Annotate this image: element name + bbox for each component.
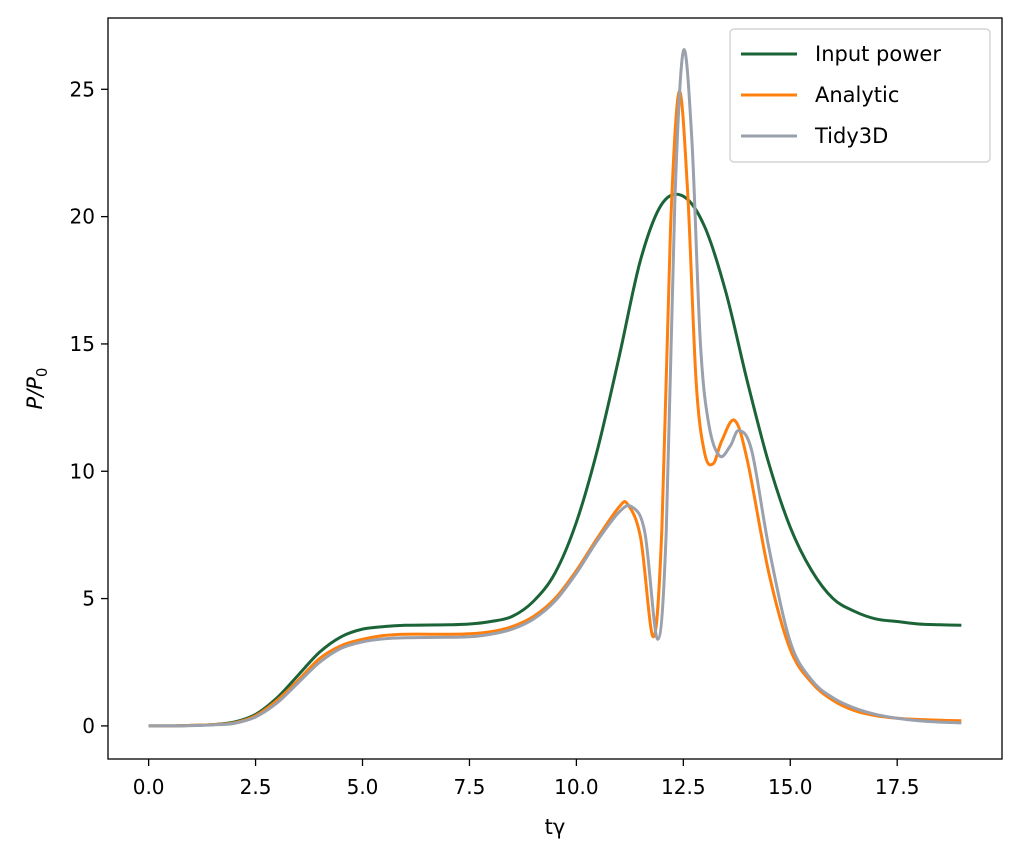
x-axis-label: tγ [545,815,566,839]
x-tick-label: 5.0 [347,775,379,799]
y-tick-label: 25 [70,77,95,101]
y-tick-label: 5 [82,587,95,611]
y-axis-label-subscript: 0 [33,368,51,378]
y-tick-label: 0 [82,714,95,738]
y-axis-ticks: 0 5 10 15 20 25 [70,77,108,738]
series-line-analytic [148,90,962,728]
x-tick-label: 7.5 [454,775,486,799]
legend-label: Tidy3D [814,124,888,148]
plot-area-frame [107,17,1003,760]
y-tick-label: 10 [70,459,95,483]
legend-label: Analytic [815,83,899,107]
x-tick-label: 15.0 [768,775,813,799]
x-tick-label: 0.0 [133,775,165,799]
x-axis-ticks: 0.0 2.5 5.0 7.5 10.0 12.5 15.0 17.5 [133,759,920,799]
series-line-input-power [148,192,962,728]
series-layer [148,48,962,728]
legend-label: Input power [815,42,941,66]
y-axis-label-main: P/P [23,377,47,410]
legend: Input power Analytic Tidy3D [729,28,991,163]
y-tick-label: 15 [70,332,95,356]
series-line-tidy3d [148,48,962,728]
legend-box [729,28,991,163]
x-tick-label: 12.5 [661,775,706,799]
x-tick-label: 2.5 [240,775,272,799]
y-axis-label: P/P0 [23,368,51,410]
y-tick-label: 20 [70,205,95,229]
x-tick-label: 17.5 [875,775,920,799]
x-tick-label: 10.0 [554,775,599,799]
